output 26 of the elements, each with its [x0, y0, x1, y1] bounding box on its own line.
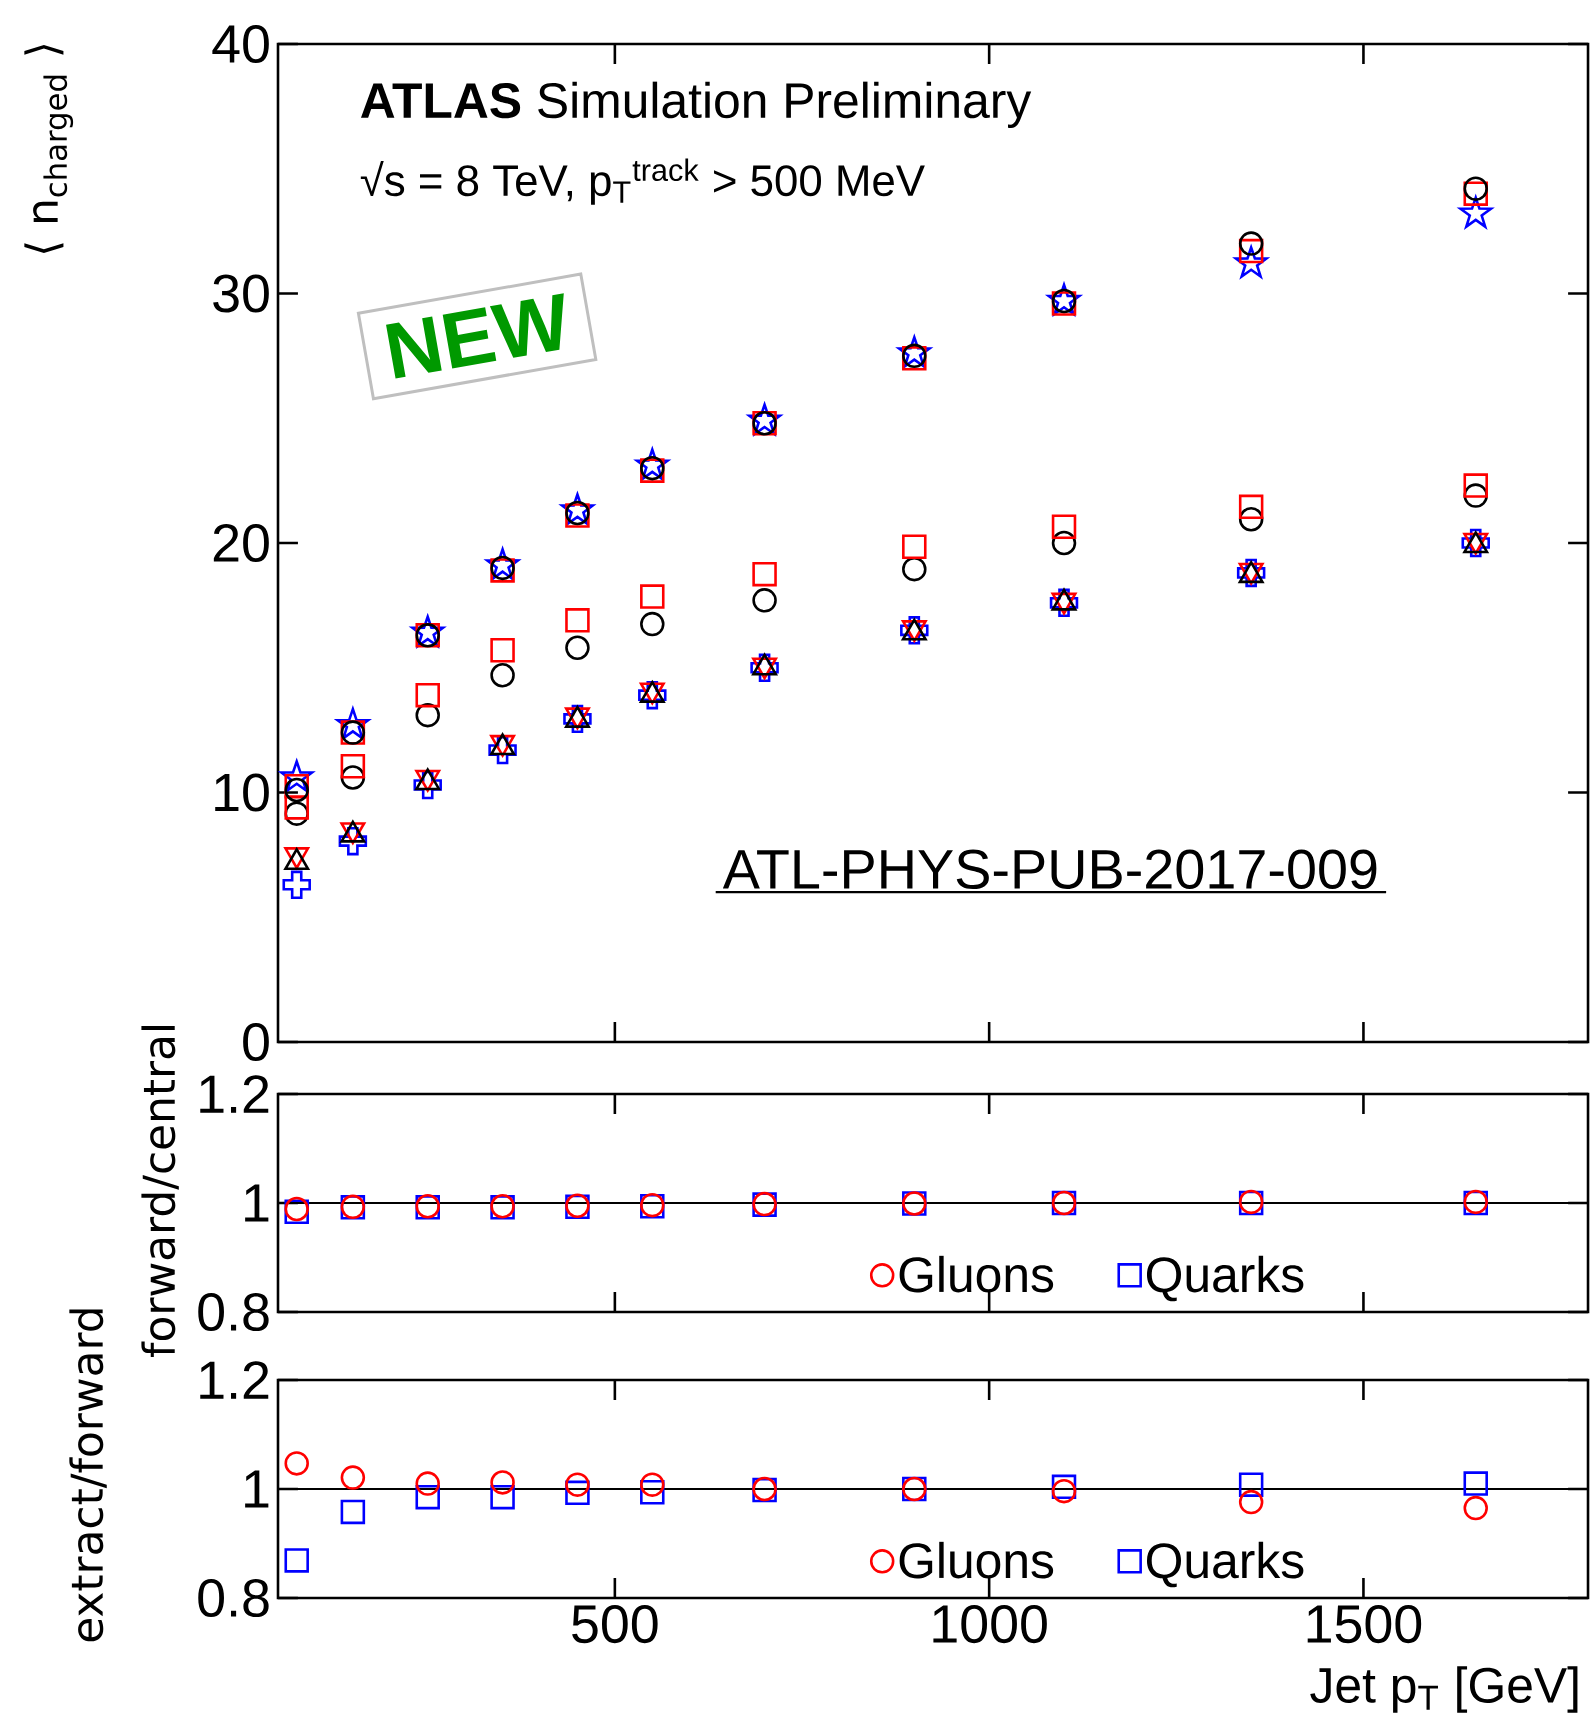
legend-label: Gluons	[899, 1255, 1054, 1293]
x-axis-title: Jet p$_{T}$ [GeV]	[1310, 1666, 1578, 1713]
annotation: ATLAS Simulation Preliminary	[360, 81, 1032, 129]
y-axis-title: forward/central	[141, 1026, 179, 1357]
annotation: √s = 8 TeV, p$_{T}$$^{track}$ > 500 MeV	[360, 158, 925, 205]
legend-label: Quarks	[1146, 1541, 1304, 1588]
y-tick-label: 1.2	[200, 1075, 269, 1113]
y-tick-label: 1	[245, 1470, 269, 1508]
y-tick-label: 20	[213, 523, 269, 563]
x-tick-label: 1500	[1307, 1605, 1422, 1644]
y-tick-label: 1.2	[200, 1361, 269, 1399]
annotation: NEW	[386, 293, 564, 379]
y-tick-label: 10	[215, 773, 269, 812]
legend-label: Quarks	[1146, 1255, 1304, 1302]
y-tick-label: 40	[212, 24, 269, 64]
y-tick-label: 1	[245, 1184, 269, 1222]
y-tick-label: 0.8	[198, 1578, 269, 1618]
y-tick-label: 0	[243, 1022, 269, 1062]
annotation: ATL-PHYS-PUB-2017-009	[722, 849, 1377, 890]
legend-label: Gluons	[899, 1541, 1054, 1579]
y-tick-label: 30	[213, 274, 269, 313]
x-tick-label: 500	[572, 1605, 658, 1644]
x-tick-label: 1000	[933, 1605, 1047, 1644]
y-axis-title: extract/forward	[69, 1309, 107, 1642]
y-axis-title: ⟨ n$_{charged}$ ⟩	[24, 44, 74, 254]
y-tick-label: 0.8	[198, 1292, 269, 1332]
